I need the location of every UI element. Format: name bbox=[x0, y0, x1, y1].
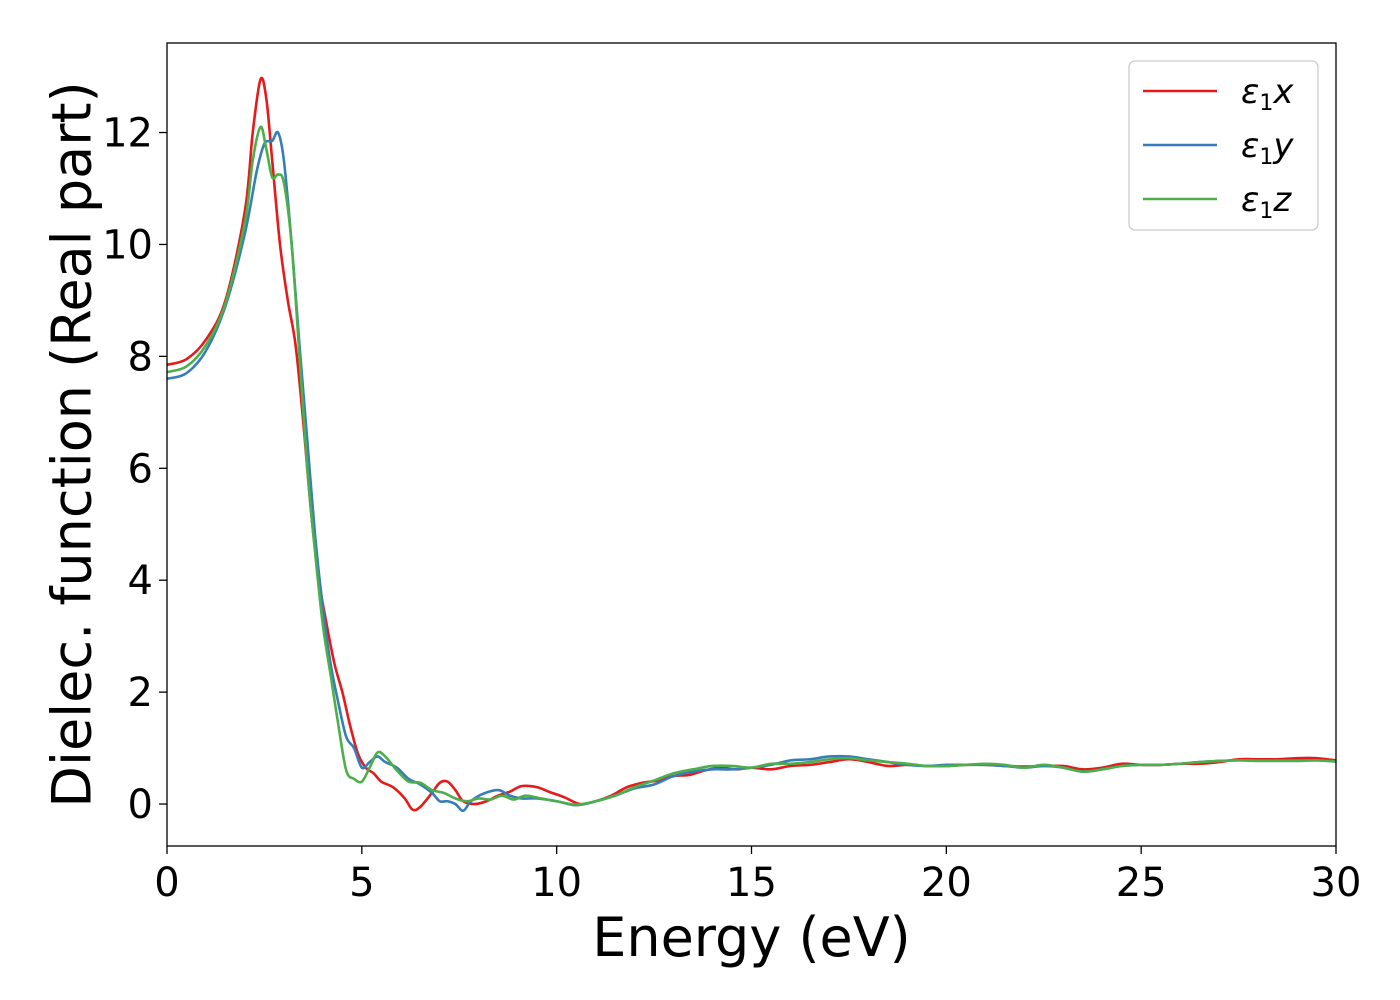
y-tick-label: 12 bbox=[102, 111, 153, 157]
x-tick-label: 30 bbox=[1311, 860, 1362, 906]
legend-box bbox=[1128, 60, 1319, 231]
series-line-2 bbox=[167, 130, 1336, 813]
x-tick-label: 0 bbox=[154, 860, 179, 906]
y-tick-label: 4 bbox=[128, 558, 153, 604]
legend-label-2: ε1y bbox=[1241, 126, 1294, 170]
series-line-3 bbox=[167, 125, 1336, 806]
y-tick-label: 2 bbox=[128, 670, 153, 716]
legend-label-1: ε1x bbox=[1241, 72, 1294, 116]
y-tick-label: 8 bbox=[128, 334, 153, 380]
axis-ticks: 0 5 10 15 20 25 30 0 2 4 6 8 10 12 bbox=[102, 111, 1361, 906]
y-tick-label: 0 bbox=[128, 782, 153, 828]
x-tick-label: 25 bbox=[1116, 860, 1167, 906]
y-tick-label: 6 bbox=[128, 446, 153, 492]
x-tick-label: 20 bbox=[921, 860, 972, 906]
x-tick-label: 15 bbox=[726, 860, 777, 906]
x-tick-label: 10 bbox=[531, 860, 582, 906]
legend: ε1x ε1y ε1z bbox=[1128, 60, 1319, 231]
x-axis-title: Energy (eV) bbox=[592, 906, 911, 969]
legend-label-3: ε1z bbox=[1241, 180, 1292, 224]
y-axis-title: Dielec. function (Real part) bbox=[41, 81, 104, 807]
x-tick-label: 5 bbox=[349, 860, 374, 906]
y-tick-label: 10 bbox=[102, 222, 153, 268]
series-layer bbox=[167, 76, 1336, 813]
